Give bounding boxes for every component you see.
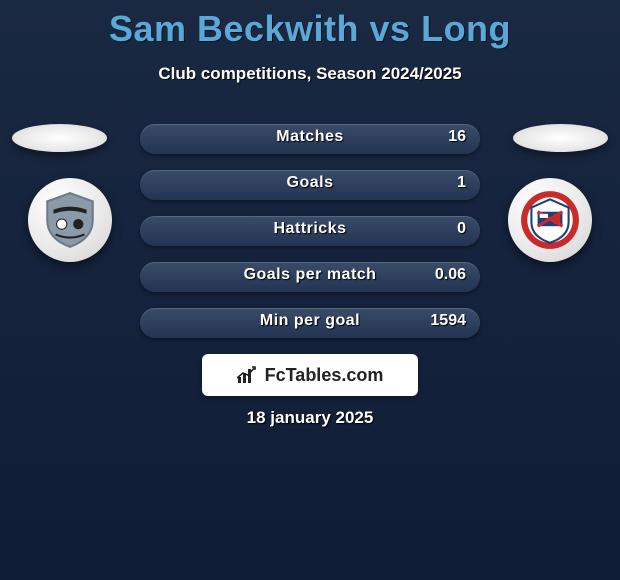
stat-label: Hattricks <box>140 220 480 238</box>
page-subtitle: Club competitions, Season 2024/2025 <box>0 64 620 84</box>
badge-icon <box>519 189 581 251</box>
stat-label: Goals <box>140 174 480 192</box>
club-crest-left <box>28 178 112 262</box>
stat-row: Matches16 <box>140 124 480 154</box>
stat-row: Goals per match0.06 <box>140 262 480 292</box>
page-title: Sam Beckwith vs Long <box>0 0 620 50</box>
player-photo-right <box>513 124 608 152</box>
stat-value: 1594 <box>430 312 466 330</box>
chart-icon <box>237 366 259 384</box>
shield-icon <box>39 189 101 251</box>
stat-row: Min per goal1594 <box>140 308 480 338</box>
stat-label: Min per goal <box>140 312 480 330</box>
stat-label: Matches <box>140 128 480 146</box>
player-photo-left <box>12 124 107 152</box>
stat-value: 0.06 <box>435 266 466 284</box>
date-text: 18 january 2025 <box>0 408 620 428</box>
stat-value: 16 <box>448 128 466 146</box>
stat-value: 1 <box>457 174 466 192</box>
brand-badge: FcTables.com <box>202 354 418 396</box>
stat-row: Goals1 <box>140 170 480 200</box>
stat-value: 0 <box>457 220 466 238</box>
brand-text: FcTables.com <box>265 365 384 386</box>
stat-rows: Matches16 Goals1 Hattricks0 Goals per match… <box>140 124 480 354</box>
club-crest-right <box>508 178 592 262</box>
stat-label: Goals per match <box>140 266 480 284</box>
stat-row: Hattricks0 <box>140 216 480 246</box>
